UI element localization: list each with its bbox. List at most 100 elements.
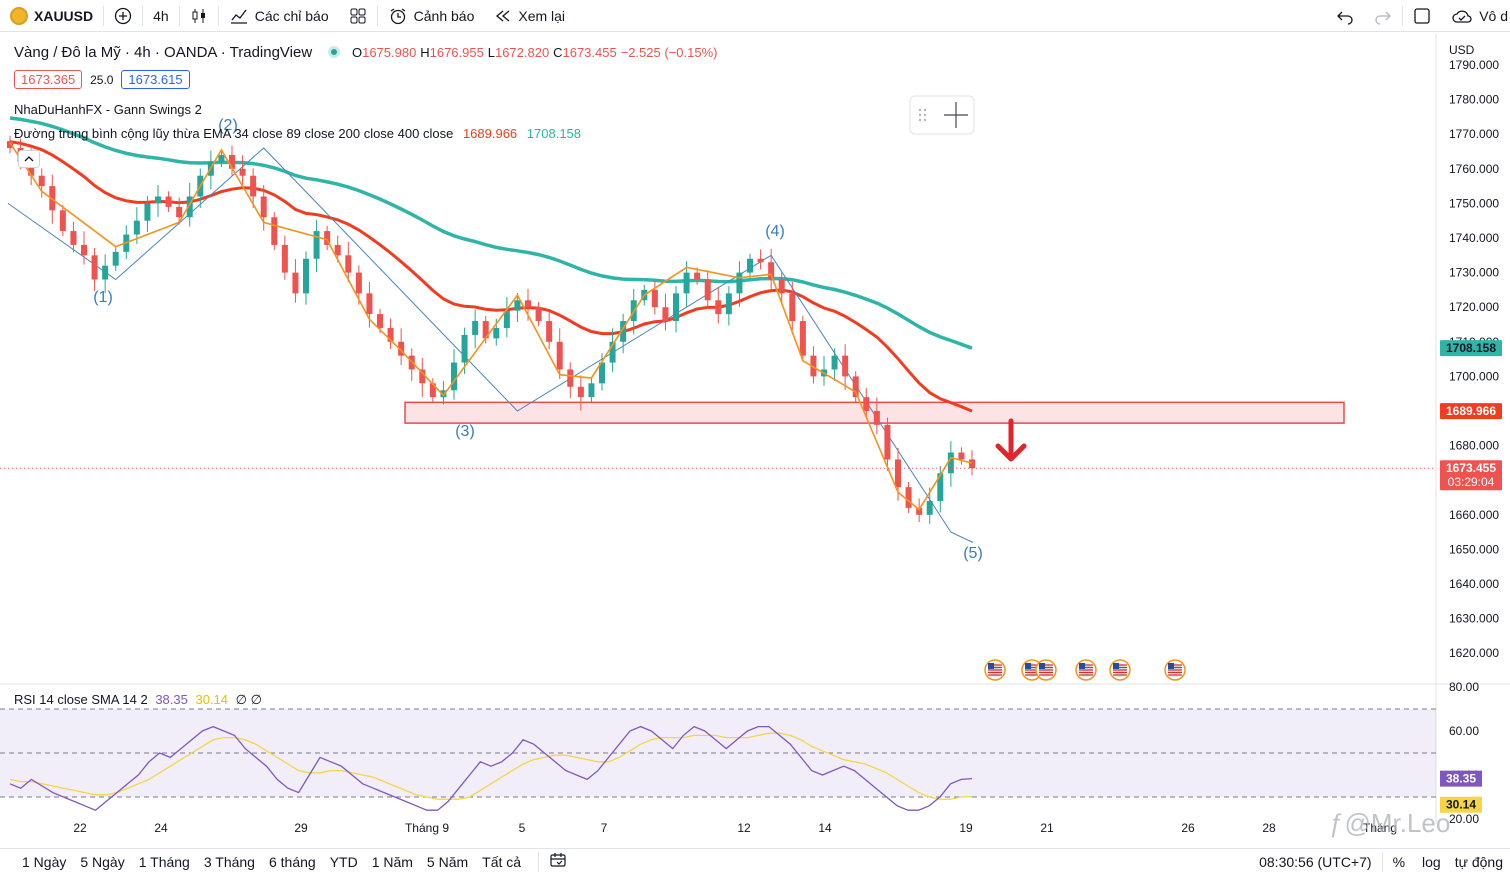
low-value: 1672.820 [494,45,550,60]
rsi-tick-label: 80.00 [1449,680,1479,694]
indicators-icon [230,9,247,24]
candle-body [324,231,331,245]
rsi-legend[interactable]: RSI 14 close SMA 14 2 38.35 30.14 ∅ ∅ [14,692,262,707]
change-value: −2.525 (−0.15%) [620,45,718,60]
cloud-check-icon [1452,10,1472,23]
range-button[interactable]: Tất cả [482,853,522,870]
range-button[interactable]: 1 Ngày [22,853,67,870]
candle-body [662,307,669,322]
candle-body [609,341,616,363]
candle-body [472,321,479,335]
red-arrow-down-icon [995,418,1027,462]
swing-label: (3) [455,423,475,440]
us-flag-event-icon[interactable] [1075,659,1097,681]
swing-label: (4) [765,223,785,240]
range-button[interactable]: 3 Tháng [203,853,255,870]
gold-coin-icon [10,6,28,25]
collapse-legend-button[interactable] [18,150,40,171]
candle-body [70,231,77,245]
ask-button[interactable]: 1673.615 [121,70,190,89]
candle-body [895,459,901,488]
fullscreen-button[interactable] [1403,0,1441,32]
candle-body [334,244,341,256]
candle-body [155,196,161,204]
time-tick-label: 14 [818,821,832,835]
main-legend: Vàng / Đô la Mỹ · 4h · OANDA · TradingVi… [14,44,718,61]
candle-body [599,362,605,384]
swing-labels: (1) (2) (3) (4) (5) [93,117,983,562]
facebook-icon: ƒ [1328,808,1343,838]
range-button[interactable]: 5 Ngày [80,853,125,870]
candle-body [229,154,235,169]
range-button[interactable]: 5 Năm [426,853,469,870]
indicators-button[interactable]: Các chỉ báo [219,0,339,32]
rsi-empty-values: ∅ ∅ [235,692,262,707]
indicator-gann-legend[interactable]: NhaDuHanhFX - Gann Swings 2 [14,102,202,117]
auto-toggle[interactable]: tự động [1454,853,1503,870]
spread-value: 25.0 [90,73,114,87]
crosshair-icon[interactable] [944,102,968,128]
us-flag-event-icon[interactable] [984,659,1006,681]
undo-button[interactable] [1326,0,1364,32]
us-flag-event-icon[interactable] [1164,659,1186,681]
compare-button[interactable] [104,0,142,32]
price-axis[interactable]: 1790.000 1780.000 1770.000 1760.000 1750.000… [1449,58,1499,660]
time-axis[interactable]: 22 24 29 Tháng 9 5 7 12 14 19 21 26 28 Tháng [73,821,1397,835]
range-button[interactable]: 1 Tháng [138,853,190,870]
candles-icon [192,8,205,23]
range-button[interactable]: 6 tháng [268,853,316,870]
indicator-ema-legend[interactable]: Đường trung bình cộng lũy thừa EMA 34 cl… [14,126,582,141]
ema-fast-price-tag: 1689.966 [1446,404,1496,418]
candle-body [271,217,278,245]
candle-body [831,355,838,370]
rsi-sma-value: 30.14 [195,692,229,707]
save-button[interactable]: Vô d [1441,0,1510,32]
replay-button[interactable]: Xem lại [484,0,575,32]
economic-events[interactable] [984,659,1186,681]
candle-body [7,141,13,149]
range-button[interactable]: YTD [329,853,358,870]
interval-button[interactable]: 4h [153,7,169,24]
alert-button[interactable]: Cảnh báo [378,0,485,32]
redo-button[interactable] [1364,0,1402,32]
candle-body [556,341,563,370]
bid-ask: 1673.365 25.0 1673.615 [14,70,190,89]
rsi-value-tag: 38.35 [1446,772,1476,786]
percent-toggle[interactable]: % [1392,853,1406,870]
candle-body [937,473,944,501]
ema-lines [9,116,973,413]
candle-body [165,196,172,207]
grid-icon [350,8,366,23]
candle-body [789,293,796,322]
rsi-line [9,725,973,811]
drawing-widget[interactable] [909,95,975,135]
bid-button[interactable]: 1673.365 [14,70,83,89]
symbol-search[interactable]: XAUUSD [0,0,103,32]
log-toggle[interactable]: log [1422,853,1441,870]
candle-body [260,196,267,218]
candle-body [863,397,870,411]
us-flag-event-icon[interactable] [1109,659,1131,681]
date-range-icon[interactable] [549,852,567,871]
candle-body [133,220,140,235]
currency-label[interactable]: USD [1449,43,1475,57]
drag-handle-icon[interactable] [918,108,927,122]
clock-time[interactable]: 08:30:56 (UTC+7) [1259,853,1372,870]
range-button[interactable]: 1 Năm [371,853,413,870]
ema-fast-line [9,140,973,413]
layout-button[interactable] [339,0,377,32]
undo-icon [1337,11,1353,25]
chart-area[interactable]: 1790.000 1780.000 1770.000 1760.000 1750.000… [0,34,1510,844]
candle-body [947,452,954,474]
time-tick-label: 22 [73,821,87,835]
price-chart[interactable]: 1790.000 1780.000 1770.000 1760.000 1750.000… [0,34,1510,844]
candle-body [49,186,56,211]
price-tick-label: 1750.000 [1449,196,1499,210]
price-tick-label: 1680.000 [1449,439,1499,453]
ema-value-2: 1708.158 [526,126,582,141]
chart-type-button[interactable] [180,0,218,32]
us-flag-event-icon[interactable] [1035,659,1057,681]
candles [7,135,975,525]
down-arrow [995,418,1027,462]
